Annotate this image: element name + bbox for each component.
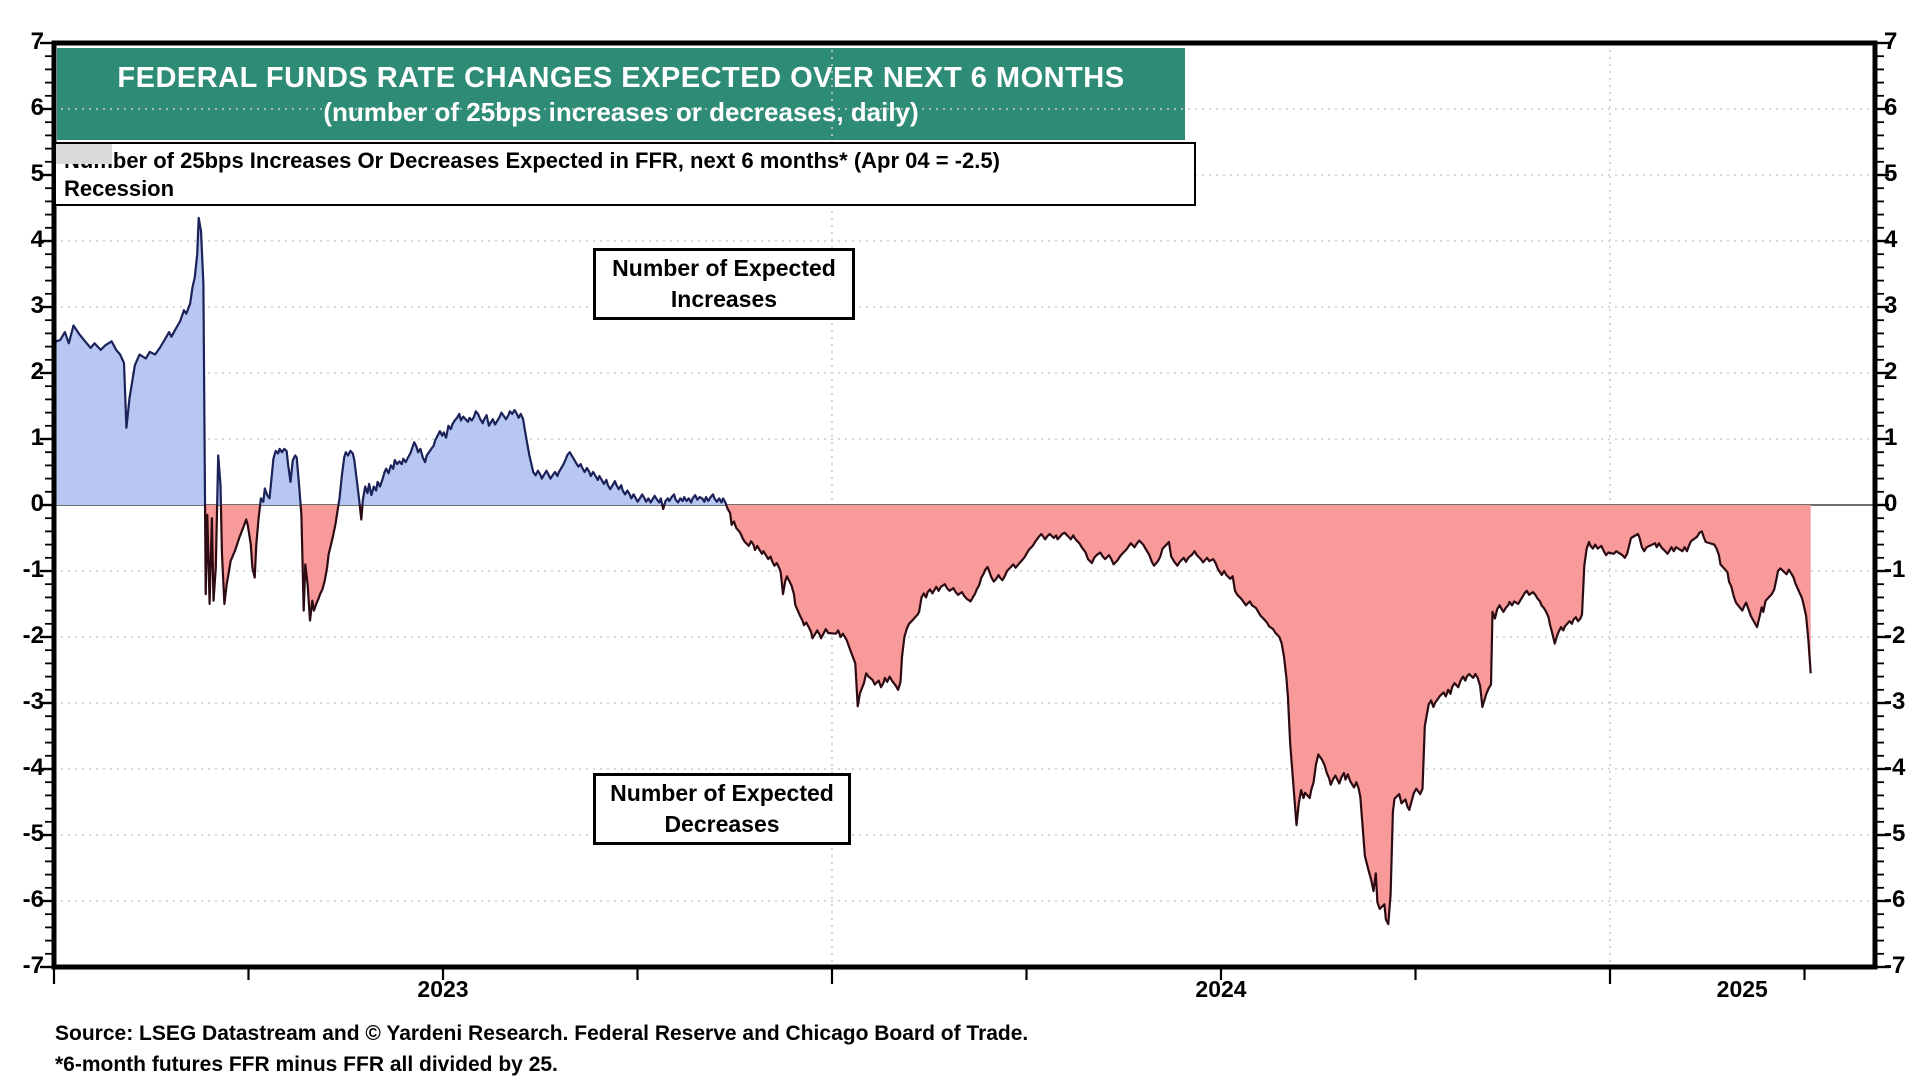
annotation-expected-increases: Number of Expected Increases (593, 248, 855, 320)
y-axis-label-right: 1 (1884, 424, 1898, 451)
y-axis-label-left: 6 (30, 94, 44, 121)
chart-title: FEDERAL FUNDS RATE CHANGES EXPECTED OVER… (117, 62, 1125, 95)
y-axis-label-left: 0 (30, 490, 44, 517)
legend-row-series: Number of 25bps Increases Or Decreases E… (56, 146, 1188, 175)
annotation-expected-decreases: Number of Expected Decreases (593, 773, 851, 845)
y-axis-label-right: 7 (1884, 28, 1898, 55)
y-axis-label-right: -2 (1884, 622, 1906, 649)
y-axis-label-left: 1 (30, 424, 44, 451)
y-axis-label-left: -4 (22, 754, 44, 781)
y-axis-label-right: -6 (1884, 886, 1906, 913)
y-axis-label-left: 3 (30, 292, 44, 319)
y-axis-label-left: -2 (22, 622, 44, 649)
annotation-increases-line2: Increases (670, 286, 778, 312)
x-axis-year-label: 2023 (417, 976, 469, 1002)
chart-title-banner: FEDERAL FUNDS RATE CHANGES EXPECTED OVER… (57, 48, 1185, 140)
legend-recession-label: Recession (64, 176, 175, 201)
y-axis-label-right: -7 (1884, 952, 1906, 979)
y-axis-label-left: -7 (22, 952, 44, 979)
series-area-decreases (56, 505, 1811, 925)
y-axis-label-left: 7 (30, 28, 44, 55)
y-axis-label-right: -4 (1884, 754, 1906, 781)
y-axis-label-left: 5 (30, 160, 44, 187)
legend: Number of 25bps Increases Or Decreases E… (54, 142, 1196, 206)
y-axis-label-right: -3 (1884, 688, 1906, 715)
y-axis-label-right: 5 (1884, 160, 1898, 187)
plot-frame (51, 40, 1878, 970)
series-line-decreases (203, 505, 1812, 926)
footnote-text: *6-month futures FFR minus FFR all divid… (55, 1053, 558, 1076)
y-axis-label-left: -6 (22, 886, 44, 913)
x-axis-year-label: 2024 (1195, 976, 1247, 1002)
legend-series-label: Number of 25bps Increases Or Decreases E… (64, 148, 1000, 173)
y-axis-label-left: -3 (22, 688, 44, 715)
series-line-increases (55, 216, 728, 505)
chart-subtitle: (number of 25bps increases or decreases,… (323, 96, 919, 127)
y-axis-label-right: -1 (1884, 556, 1906, 583)
y-axis-label-right: -5 (1884, 820, 1906, 847)
y-axis-label-right: 2 (1884, 358, 1898, 385)
annotation-increases-line1: Number of Expected (612, 254, 836, 281)
title-banner-bg (57, 48, 1185, 140)
y-axis-label-right: 6 (1884, 94, 1898, 121)
y-axis-label-left: 4 (30, 226, 44, 253)
y-axis-label-right: 3 (1884, 292, 1898, 319)
y-axis-label-left: 2 (30, 358, 44, 385)
y-axis-label-left: -1 (22, 556, 44, 583)
y-axis-label-right: 0 (1884, 490, 1898, 517)
recession-swatch-icon (56, 144, 112, 164)
y-axis-label-right: 4 (1884, 226, 1898, 253)
x-axis-year-label: 2025 (1716, 976, 1768, 1002)
y-axis-label-left: -5 (22, 820, 44, 847)
annotation-decreases-line1: Number of Expected (610, 779, 834, 806)
legend-row-recession: Recession (56, 144, 1188, 203)
annotation-decreases-line2: Decreases (664, 811, 780, 837)
series-area-increases (56, 217, 1811, 505)
source-text: Source: LSEG Datastream and © Yardeni Re… (55, 1022, 1029, 1045)
